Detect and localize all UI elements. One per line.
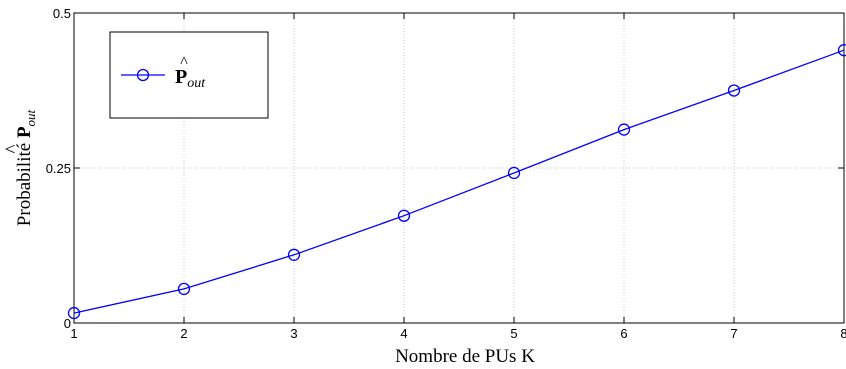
x-axis-title: Nombre de PUs K	[395, 346, 535, 367]
x-tick-label: 5	[510, 326, 517, 341]
data-point	[617, 123, 631, 136]
legend-label-symbol: P	[175, 66, 187, 88]
x-tick-label: 4	[400, 326, 407, 341]
series-line	[73, 49, 845, 314]
legend-series-marker	[136, 68, 150, 82]
y-tick-label: 0	[64, 316, 71, 331]
x-tick-label: 8	[840, 326, 846, 341]
axis-ticks: 1 2 3 4 5 6 7 8 0 0.25 0.5	[46, 6, 846, 341]
x-tick-label: 2	[180, 326, 187, 341]
data-point	[837, 44, 846, 57]
x-tick-label: 6	[620, 326, 627, 341]
y-axis-title-subscript: out	[23, 109, 38, 126]
data-point	[177, 282, 191, 296]
data-point	[507, 166, 521, 180]
y-tick-label: 0.5	[53, 6, 71, 21]
y-axis-title-prefix: Probabilité	[14, 138, 35, 226]
series-group	[67, 44, 846, 320]
x-tick-label: 3	[290, 326, 297, 341]
data-point	[397, 209, 411, 222]
y-axis-title-hat: ^	[2, 144, 23, 153]
legend-label: Pout	[175, 66, 206, 91]
x-tick-label: 1	[70, 326, 77, 341]
legend: ^ Pout	[109, 31, 269, 119]
legend-hat: ^	[180, 54, 188, 71]
data-point	[67, 306, 81, 320]
x-tick-label: 7	[730, 326, 737, 341]
y-axis-title-group: Probabilité Pout ^	[2, 109, 38, 226]
y-axis-title: Probabilité Pout	[14, 109, 38, 226]
y-tick-label: 0.25	[46, 161, 71, 176]
legend-label-subscript: out	[187, 76, 206, 91]
data-point	[287, 248, 301, 261]
data-point	[727, 84, 741, 97]
y-axis-title-symbol: P	[14, 126, 35, 138]
